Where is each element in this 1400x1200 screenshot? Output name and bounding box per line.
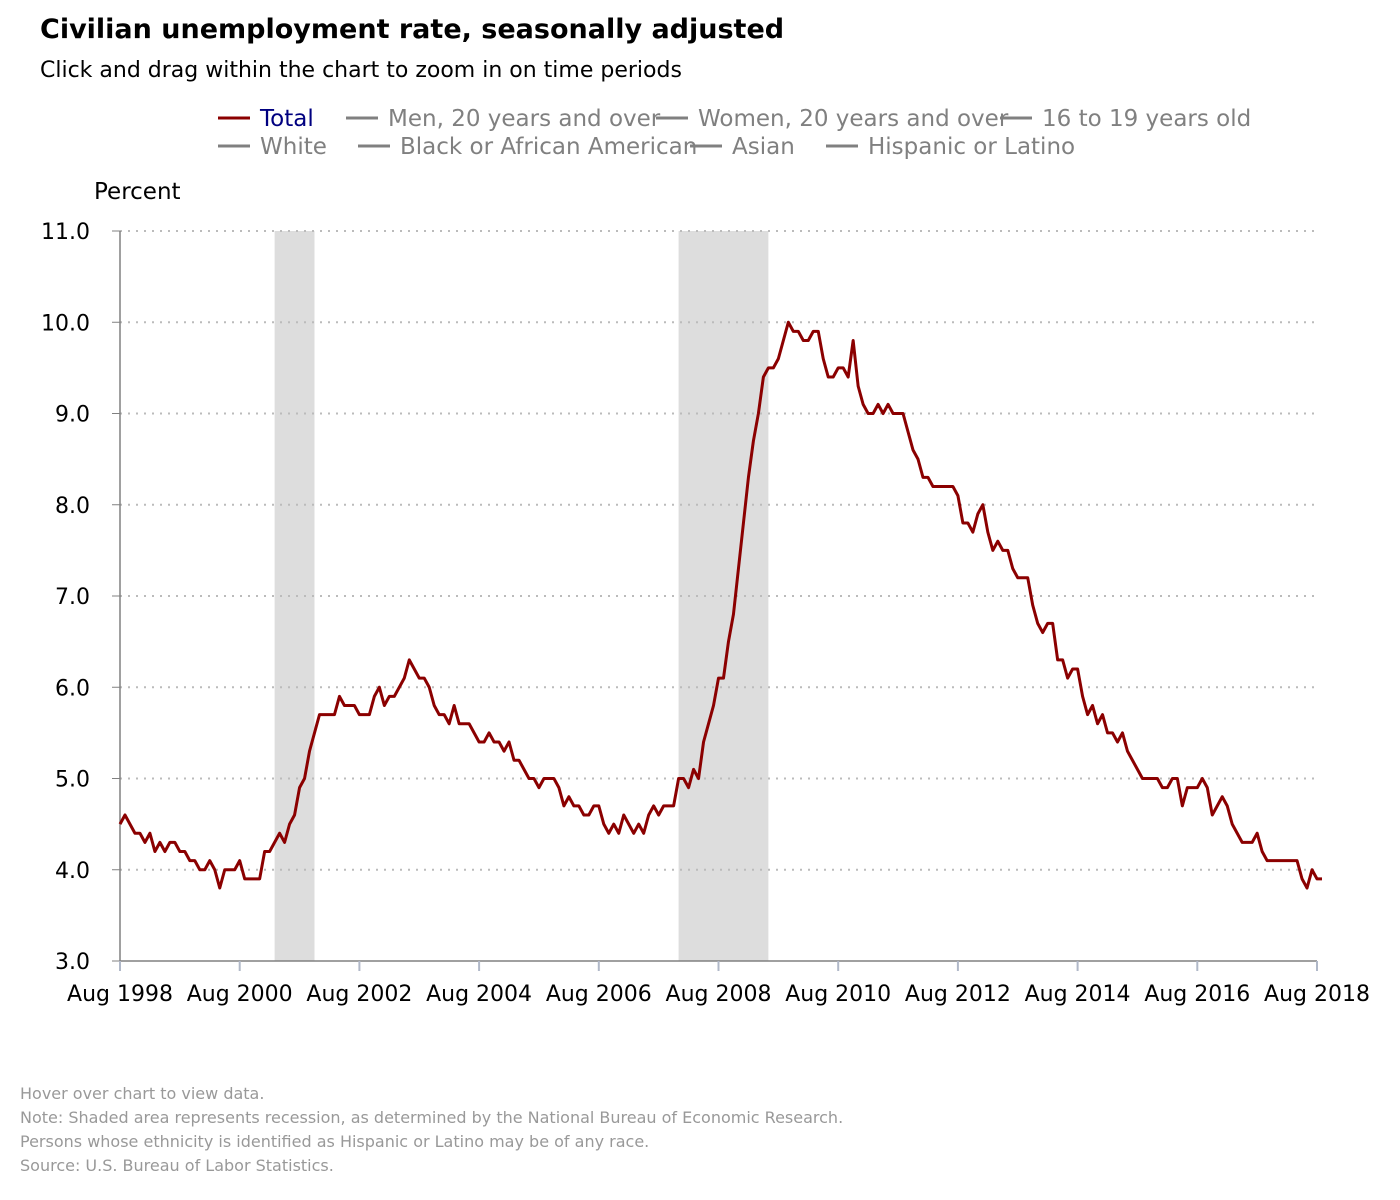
chart-title: Civilian unemployment rate, seasonally a… (40, 14, 785, 45)
x-tick-label: Aug 2000 (187, 982, 293, 1007)
footnote-hispanic-note: Persons whose ethnicity is identified as… (20, 1132, 650, 1151)
footnote-hover: Hover over chart to view data. (20, 1084, 265, 1103)
y-tick-label: 7.0 (55, 585, 90, 610)
legend-item-white[interactable]: White (260, 134, 327, 160)
legend-item-men-20-years-and-over[interactable]: Men, 20 years and over (388, 106, 661, 132)
x-tick-label: Aug 2002 (306, 982, 412, 1007)
series-line-total[interactable] (118, 320, 1322, 890)
y-axis-title: Percent (94, 179, 181, 205)
footnote-source: Source: U.S. Bureau of Labor Statistics. (20, 1156, 334, 1175)
x-tick-label: Aug 2014 (1025, 982, 1131, 1007)
x-tick-label: Aug 2008 (666, 982, 772, 1007)
axes: 3.0 4.0 5.0 6.0 7.0 8.0 9.0 10.0 11.0 Aug 1998 Aug… (41, 220, 1370, 1007)
y-tick-label: 3.0 (55, 950, 90, 975)
legend-item-total[interactable]: Total (259, 106, 314, 132)
footnote-recession-note: Note: Shaded area represents recession, … (20, 1108, 844, 1127)
x-tick-label: Aug 2016 (1144, 982, 1250, 1007)
y-tick-label: 10.0 (41, 311, 90, 336)
legend-item-black-or-african-american[interactable]: Black or African American (400, 134, 697, 160)
chart-subtitle: Click and drag within the chart to zoom … (40, 58, 682, 83)
recession-band (678, 231, 769, 961)
series-lines[interactable] (118, 320, 1322, 890)
x-tick-label: Aug 2010 (785, 982, 891, 1007)
x-tick-label: Aug 1998 (67, 982, 173, 1007)
x-tick-label: Aug 2006 (546, 982, 652, 1007)
chart-legend: Total Men, 20 years and over Women, 20 yea… (218, 106, 1251, 160)
legend-item-asian[interactable]: Asian (732, 134, 795, 160)
x-tick-label: Aug 2004 (426, 982, 532, 1007)
y-tick-label: 11.0 (41, 220, 90, 245)
x-tick-label: Aug 2018 (1264, 982, 1370, 1007)
y-tick-label: 8.0 (55, 494, 90, 519)
legend-item-16-to-19-years-old[interactable]: 16 to 19 years old (1042, 106, 1251, 132)
y-tick-label: 4.0 (55, 859, 90, 884)
y-tick-label: 9.0 (55, 403, 90, 428)
chart-area[interactable]: Total Men, 20 years and over Women, 20 yea… (0, 0, 1400, 1060)
legend-item-hispanic-or-latino[interactable]: Hispanic or Latino (868, 134, 1075, 160)
x-tick-label: Aug 2012 (905, 982, 1011, 1007)
legend-item-women-20-years-and-over[interactable]: Women, 20 years and over (698, 106, 1009, 132)
y-tick-label: 5.0 (55, 768, 90, 793)
footnotes: Hover over chart to view data. Note: Sha… (20, 1082, 843, 1178)
y-tick-label: 6.0 (55, 676, 90, 701)
